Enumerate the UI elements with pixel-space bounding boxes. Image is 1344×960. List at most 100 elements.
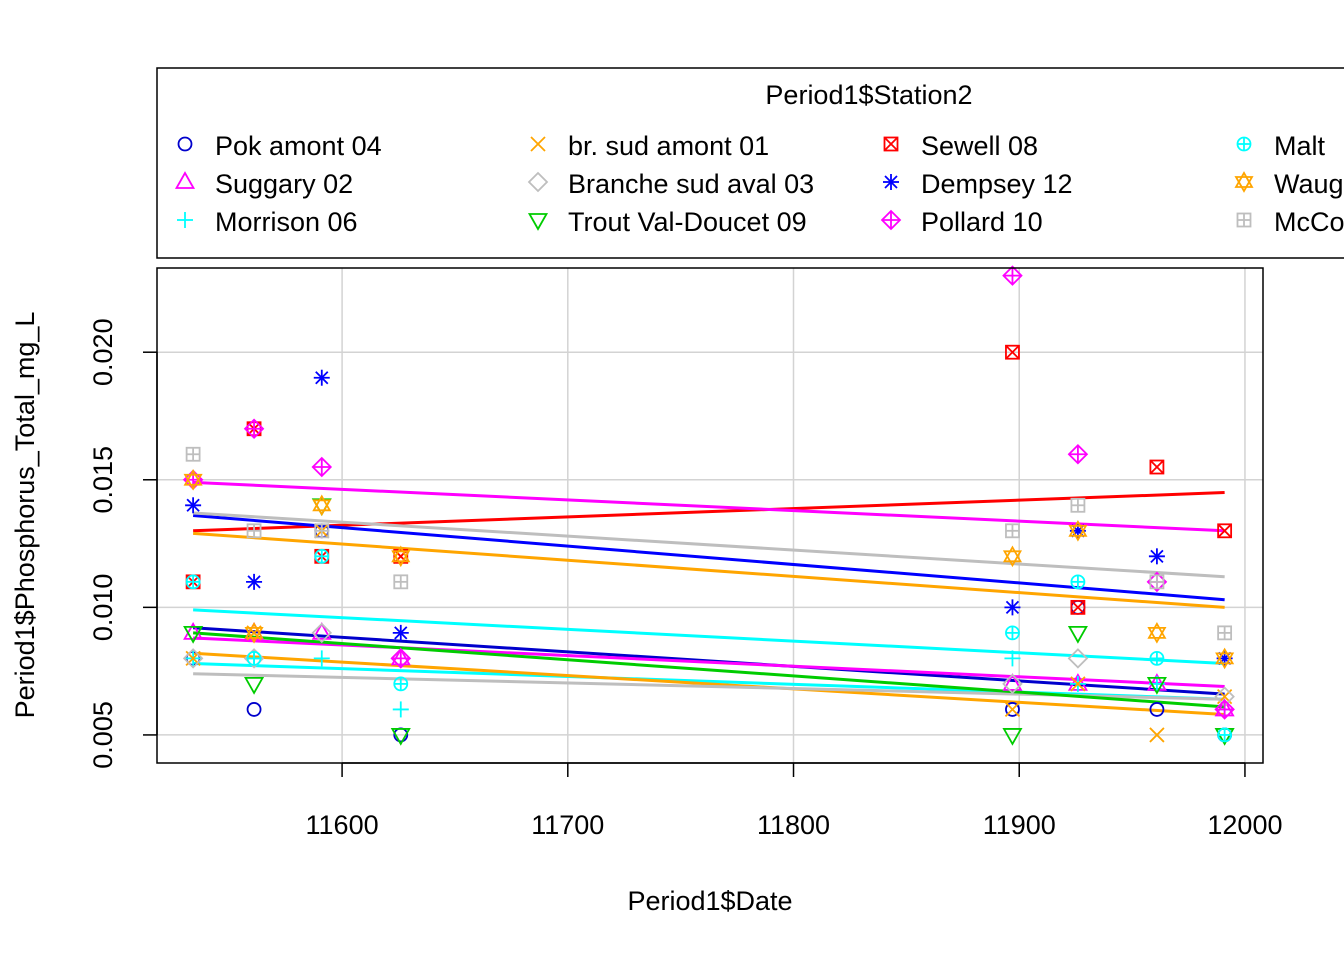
point-waug: [391, 545, 411, 568]
legend-label-dempsey-12: Dempsey 12: [921, 169, 1073, 199]
data-points: [182, 265, 1235, 746]
legend-symbol-branche-sud-aval-03: [527, 171, 549, 193]
point-pollard-10: [243, 418, 265, 440]
legend-symbol-dempsey-12: [883, 174, 899, 190]
point-branche-sud-aval-03: [182, 648, 204, 669]
y-axis-label: Period1$Phosphorus_Total_mg_L: [10, 312, 40, 719]
legend-symbol-suggary-02: [174, 171, 196, 189]
legend-symbol-mcco: [1236, 212, 1252, 228]
point-suggary-02: [1002, 673, 1023, 691]
x-axis-label: Period1$Date: [627, 886, 792, 916]
point-mcco: [1005, 523, 1020, 539]
point-sewell-08: [1149, 459, 1165, 475]
point-sewell-08: [1217, 523, 1233, 539]
point-dempsey-12: [1148, 548, 1165, 565]
point-waug: [183, 468, 203, 491]
legend-label-branche-sud-aval-03: Branche sud aval 03: [568, 169, 814, 199]
trend-line-dempsey-12: [192, 514, 1225, 602]
legend-symbol-malt: [1236, 136, 1252, 152]
x-tick-label: 11600: [306, 810, 379, 840]
point-morrison-06: [392, 701, 409, 718]
x-tick-label: 11900: [983, 810, 1056, 840]
legend-label-malt: Malt: [1274, 131, 1326, 161]
legend-symbol-pollard-10: [880, 209, 902, 231]
legend-symbol-br-sud-amont-01: [530, 136, 546, 152]
x-tick-label: 12000: [1207, 810, 1282, 840]
legend-symbol-waug: [1234, 171, 1254, 193]
point-waug: [1147, 622, 1167, 644]
point-dempsey-12: [185, 497, 202, 514]
point-pollard-10: [182, 469, 204, 491]
y-tick-label: 0.010: [88, 574, 118, 642]
point-mcco: [1070, 497, 1086, 513]
point-waug: [312, 494, 332, 517]
legend-label-waug: Waug: [1274, 169, 1344, 199]
point-morrison-06: [1004, 650, 1021, 667]
point-br-sud-amont-01: [1149, 727, 1165, 743]
point-malt: [393, 676, 409, 692]
point-sewell-08: [1005, 344, 1020, 360]
point-morrison-06: [313, 650, 330, 667]
y-tick-label: 0.020: [88, 318, 118, 386]
point-suggary-02: [183, 622, 204, 640]
y-tick-label: 0.015: [88, 446, 118, 514]
legend-label-sewell-08: Sewell 08: [921, 131, 1038, 161]
point-mcco: [1217, 625, 1233, 641]
legend-entries: Pok amont 04 Suggary 02 Morrison 06 br. sud…: [174, 131, 1344, 237]
point-dempsey-12: [246, 573, 263, 590]
point-mcco: [314, 523, 330, 539]
point-trout-val-doucet-09: [1067, 625, 1088, 644]
point-dempsey-12: [392, 624, 409, 641]
plot-area: [156, 265, 1264, 764]
trend-line-trout-val-doucet-09: [193, 631, 1225, 709]
legend-symbol-morrison-06: [177, 212, 193, 228]
legend-label-pollard-10: Pollard 10: [921, 207, 1043, 237]
legend-symbol-pok-amont-04: [177, 136, 193, 152]
point-pollard-10: [311, 456, 333, 478]
trend-lines: [192, 480, 1225, 717]
legend-label-br-sud-amont-01: br. sud amont 01: [568, 131, 769, 161]
point-suggary-02: [311, 622, 332, 640]
point-waug: [1215, 647, 1235, 670]
point-branche-sud-aval-03: [311, 622, 333, 644]
legend-symbol-sewell-08: [883, 136, 899, 152]
point-br-sud-amont-01: [1070, 676, 1086, 692]
legend-label-pok-amont-04: Pok amont 04: [215, 131, 382, 161]
point-mcco: [393, 574, 409, 590]
point-mcco: [1149, 574, 1165, 590]
point-sewell-08: [1070, 599, 1086, 615]
point-malt: [1005, 625, 1020, 641]
point-trout-val-doucet-09: [1146, 677, 1167, 695]
grid: [157, 268, 1263, 763]
point-malt: [246, 650, 262, 666]
legend-label-suggary-02: Suggary 02: [215, 169, 353, 199]
point-trout-val-doucet-09: [183, 625, 204, 644]
point-pok-amont-04: [1149, 702, 1165, 717]
y-axis: 0.005 0.010 0.015 0.020: [88, 318, 158, 769]
point-waug: [1002, 545, 1023, 568]
point-mcco: [185, 446, 201, 462]
point-pollard-10: [1002, 265, 1023, 286]
trend-line-malt: [193, 608, 1225, 665]
point-pok-amont-04: [246, 702, 262, 717]
point-trout-val-doucet-09: [1002, 728, 1023, 746]
legend-title: Period1$Station2: [765, 80, 972, 110]
plot-frame: [156, 267, 1264, 764]
trend-line-waug: [193, 531, 1225, 609]
legend-label-trout-val-doucet-09: Trout Val-Doucet 09: [568, 207, 807, 237]
legend-label-morrison-06: Morrison 06: [215, 207, 358, 237]
legend: Period1$Station2 Pok amont 04 Suggary 02 M…: [156, 67, 1344, 259]
point-malt: [314, 548, 330, 564]
trend-line-pollard-10: [193, 480, 1225, 533]
point-dempsey-12: [313, 369, 330, 386]
legend-box: [156, 67, 1344, 259]
legend-symbol-trout-val-doucet-09: [527, 213, 549, 231]
trend-line-mcco: [193, 511, 1225, 579]
x-axis: 11600 11700 11800 11900 12000: [306, 762, 1282, 840]
point-malt: [185, 574, 201, 590]
point-mcco: [246, 523, 262, 539]
point-malt: [1070, 574, 1086, 590]
point-branche-sud-aval-03: [1067, 648, 1089, 669]
point-pok-amont-04: [1005, 702, 1020, 717]
